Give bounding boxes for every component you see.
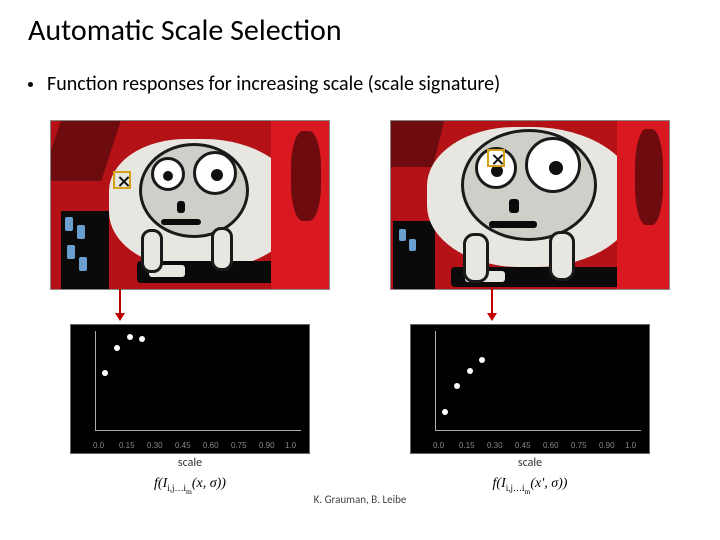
data-point [127,334,133,340]
left-plot: 0.0 0.15 0.30 0.45 0.60 0.75 0.90 1.0 [70,324,310,454]
arrow-down-icon [119,288,121,320]
xtick: 0.75 [231,441,247,450]
left-image [50,120,330,290]
x-axis-label: scale [178,456,202,470]
xtick: 0.15 [119,441,135,450]
right-image [390,120,670,290]
xtick: 0.60 [543,441,559,450]
data-point [467,368,473,374]
data-point [102,370,108,376]
xtick: 0.0 [433,441,444,450]
data-point [114,345,120,351]
bullet-text: Function responses for increasing scale … [47,72,500,96]
xtick: 0.60 [203,441,219,450]
x-axis-label: scale [518,456,542,470]
xtick: 0.15 [459,441,475,450]
xtick: 0.30 [487,441,503,450]
right-column: 0.0 0.15 0.30 0.45 0.60 0.75 0.90 1.0 sc… [390,120,670,496]
data-point [479,357,485,363]
bullet-dot-icon [28,82,33,87]
xtick: 0.90 [259,441,275,450]
xtick: 1.0 [285,441,296,450]
left-column: 0.0 0.15 0.30 0.45 0.60 0.75 0.90 1.0 sc… [50,120,330,496]
data-point [454,383,460,389]
xtick: 1.0 [625,441,636,450]
xtick: 0.45 [175,441,191,450]
figure-pair: 0.0 0.15 0.30 0.45 0.60 0.75 0.90 1.0 sc… [50,120,670,496]
xtick: 0.0 [93,441,104,450]
page-title: Automatic Scale Selection [28,12,342,49]
xtick: 0.75 [571,441,587,450]
arrow-down-icon [491,288,493,320]
xtick: 0.45 [515,441,531,450]
credit-text: K. Grauman, B. Leibe [0,493,720,506]
right-plot: 0.0 0.15 0.30 0.45 0.60 0.75 0.90 1.0 [410,324,650,454]
plot-axes [435,331,641,431]
bullet-item: Function responses for increasing scale … [28,72,500,96]
data-point [442,409,448,415]
data-point [139,336,145,342]
scale-marker-left [113,171,131,189]
plot-axes [95,331,301,431]
xtick: 0.30 [147,441,163,450]
xtick: 0.90 [599,441,615,450]
scale-marker-right [487,149,505,167]
